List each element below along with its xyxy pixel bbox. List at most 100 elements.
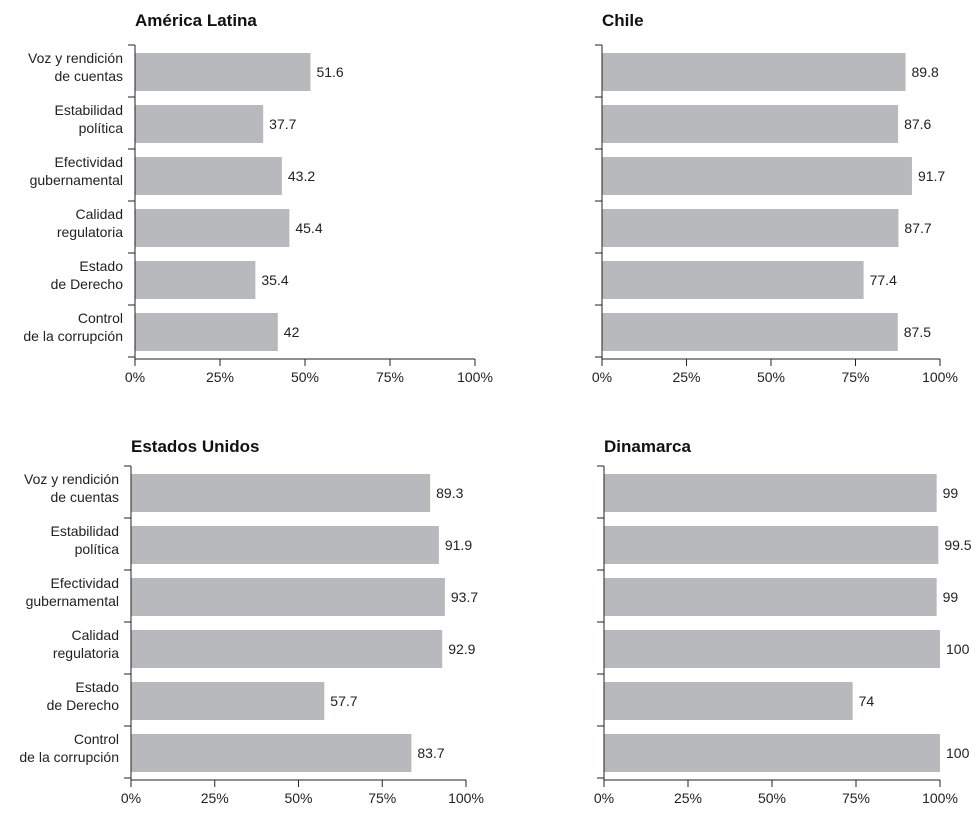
bar [135, 313, 278, 351]
category-label: política [79, 120, 124, 136]
x-tick-label: 75% [842, 790, 870, 806]
data-label: 87.6 [904, 116, 931, 132]
x-tick-label: 50% [757, 369, 785, 385]
data-label: 99 [943, 485, 959, 501]
category-label: Estado [75, 679, 119, 695]
bar [602, 157, 912, 195]
x-tick-label: 75% [841, 369, 869, 385]
x-tick-label: 50% [758, 790, 786, 806]
data-label: 91.9 [445, 537, 472, 553]
bar [604, 526, 939, 564]
data-label: 83.7 [417, 745, 444, 761]
x-tick-label: 0% [594, 790, 614, 806]
category-label: Calidad [72, 627, 119, 643]
data-label: 42 [284, 324, 300, 340]
category-label: de cuentas [55, 68, 124, 84]
bar [135, 105, 264, 143]
x-tick-label: 0% [121, 790, 141, 806]
chart-panel-4: Dinamarca 99 99.5 99 100 74 100 0% 25% 50% 75% 100% [594, 437, 972, 806]
data-label: 51.6 [316, 64, 343, 80]
data-label: 89.8 [912, 64, 939, 80]
bar [131, 630, 443, 668]
category-label: gubernamental [30, 172, 123, 188]
category-label: de la corrupción [19, 749, 119, 765]
x-tick-label: 75% [376, 369, 404, 385]
category-label: Control [74, 731, 119, 747]
data-label: 77.4 [870, 272, 897, 288]
bar [135, 53, 311, 91]
x-tick-label: 100% [448, 790, 484, 806]
x-tick-label: 25% [201, 790, 229, 806]
category-label: gubernamental [26, 593, 119, 609]
bar [602, 313, 898, 351]
data-label: 37.7 [269, 116, 296, 132]
category-label: Calidad [76, 206, 123, 222]
category-label: regulatoria [57, 224, 123, 240]
data-label: 92.9 [448, 641, 475, 657]
x-tick-label: 0% [592, 369, 612, 385]
chart-title: Estados Unidos [131, 437, 259, 456]
chart-panel-2: Chile 89.8 87.6 91.7 87.7 77.4 87.5 0% 25% 50% 75%… [592, 11, 958, 385]
x-tick-label: 25% [674, 790, 702, 806]
bar [602, 105, 899, 143]
category-label: Control [78, 310, 123, 326]
chart-panel-1: América Latina 51.6 Voz y rendición de cuen… [23, 11, 493, 385]
bar [604, 682, 853, 720]
bar [602, 209, 899, 247]
data-label: 100 [946, 641, 970, 657]
data-label: 91.7 [918, 168, 945, 184]
bar [604, 734, 940, 772]
x-tick-label: 25% [672, 369, 700, 385]
bar [604, 474, 937, 512]
bar [131, 578, 445, 616]
category-label: Voz y rendición [24, 471, 119, 487]
bar [135, 157, 282, 195]
data-label: 87.5 [904, 324, 931, 340]
bar [131, 734, 412, 772]
x-tick-label: 100% [922, 790, 958, 806]
bar [604, 578, 937, 616]
bar [135, 261, 256, 299]
chart-panel-3: Estados Unidos 89.3 Voz y rendición de cuen… [19, 437, 484, 806]
category-label: Estabilidad [55, 102, 124, 118]
x-tick-label: 50% [291, 369, 319, 385]
category-label: Efectividad [55, 154, 123, 170]
data-label: 74 [859, 693, 875, 709]
category-label: regulatoria [53, 645, 119, 661]
category-label: de la corrupción [23, 328, 123, 344]
data-label: 87.7 [904, 220, 931, 236]
bar [604, 630, 940, 668]
category-label: Voz y rendición [28, 50, 123, 66]
data-label: 45.4 [295, 220, 322, 236]
data-label: 35.4 [261, 272, 288, 288]
category-label: de cuentas [51, 489, 120, 505]
data-label: 99.5 [944, 537, 971, 553]
data-label: 89.3 [436, 485, 463, 501]
x-tick-label: 100% [922, 369, 958, 385]
x-tick-label: 75% [368, 790, 396, 806]
bar [135, 209, 290, 247]
chart-title: Chile [602, 11, 644, 30]
category-label: Efectividad [51, 575, 119, 591]
bar [131, 526, 439, 564]
category-label: Estado [79, 258, 123, 274]
chart-title: Dinamarca [604, 437, 691, 456]
category-label: política [75, 541, 120, 557]
category-label: de Derecho [51, 276, 124, 292]
bar [131, 682, 325, 720]
x-tick-label: 25% [206, 369, 234, 385]
data-label: 57.7 [330, 693, 357, 709]
bar [131, 474, 431, 512]
data-label: 99 [943, 589, 959, 605]
category-label: Estabilidad [51, 523, 120, 539]
x-tick-label: 50% [284, 790, 312, 806]
bar [602, 261, 864, 299]
category-label: de Derecho [47, 697, 120, 713]
data-label: 100 [946, 745, 970, 761]
data-label: 43.2 [288, 168, 315, 184]
x-tick-label: 100% [457, 369, 493, 385]
x-tick-label: 0% [125, 369, 145, 385]
chart-title: América Latina [135, 11, 257, 30]
data-label: 93.7 [451, 589, 478, 605]
